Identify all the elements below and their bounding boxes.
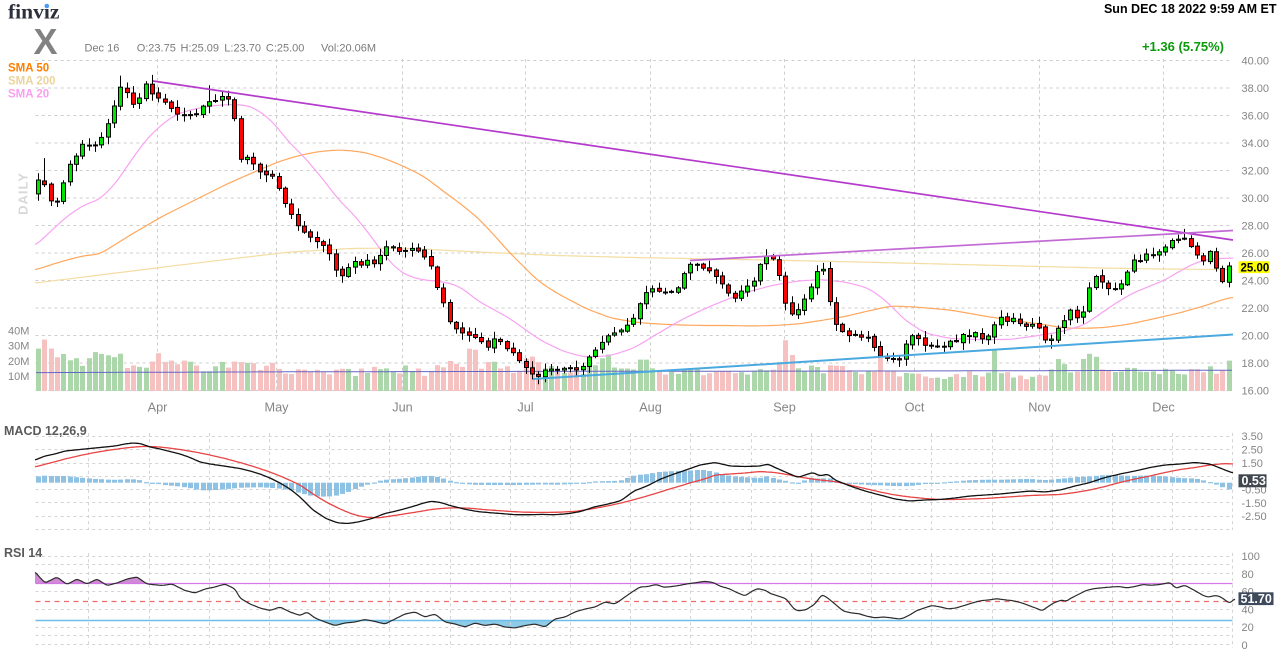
svg-text:MACD 12,26,9: MACD 12,26,9 <box>4 424 87 438</box>
svg-text:36.00: 36.00 <box>1242 111 1270 123</box>
svg-text:100: 100 <box>1242 551 1260 563</box>
svg-text:SMA 200: SMA 200 <box>8 76 56 88</box>
svg-text:28.00: 28.00 <box>1242 221 1270 233</box>
svg-text:Dec: Dec <box>1152 401 1175 415</box>
svg-text:20.00: 20.00 <box>1242 331 1270 343</box>
svg-text:Sep: Sep <box>773 401 796 415</box>
svg-text:24.00: 24.00 <box>1242 276 1270 288</box>
svg-text:Nov: Nov <box>1028 401 1051 415</box>
svg-text:-1.50: -1.50 <box>1242 498 1267 510</box>
svg-text:22.00: 22.00 <box>1242 303 1270 315</box>
svg-text:40.00: 40.00 <box>1242 56 1270 68</box>
svg-text:Sun DEC 18 2022 9:59 AM ET: Sun DEC 18 2022 9:59 AM ET <box>1104 2 1277 16</box>
svg-text:-2.50: -2.50 <box>1242 511 1267 523</box>
svg-text:20: 20 <box>1242 622 1254 634</box>
svg-text:3.50: 3.50 <box>1242 431 1263 443</box>
svg-text:34.00: 34.00 <box>1242 138 1270 150</box>
svg-text:20M: 20M <box>8 356 29 368</box>
svg-text:DAILY: DAILY <box>16 172 31 215</box>
svg-text:38.00: 38.00 <box>1242 83 1270 95</box>
svg-text:Apr: Apr <box>148 401 169 415</box>
svg-text:30M: 30M <box>8 341 29 353</box>
svg-text:Vol:20.06M: Vol:20.06M <box>321 43 376 55</box>
svg-text:18.00: 18.00 <box>1242 358 1270 370</box>
svg-text:Aug: Aug <box>639 401 662 415</box>
svg-text:-0.50: -0.50 <box>1242 484 1267 496</box>
svg-text:51.70: 51.70 <box>1241 592 1272 606</box>
svg-text:May: May <box>265 401 290 415</box>
svg-text:80: 80 <box>1242 569 1254 581</box>
svg-text:Dec 16: Dec 16 <box>85 43 120 55</box>
svg-text:40: 40 <box>1242 604 1254 616</box>
svg-text:H:25.09: H:25.09 <box>181 43 220 55</box>
svg-text:16.00: 16.00 <box>1242 386 1270 398</box>
svg-text:26.00: 26.00 <box>1242 248 1270 260</box>
svg-text:L:23.70: L:23.70 <box>224 43 261 55</box>
svg-text:0.53: 0.53 <box>1242 474 1266 488</box>
svg-text:32.00: 32.00 <box>1242 166 1270 178</box>
svg-text:2.50: 2.50 <box>1242 444 1263 456</box>
svg-text:10M: 10M <box>8 371 29 383</box>
svg-text:O:23.75: O:23.75 <box>137 43 176 55</box>
svg-text:finviz: finviz <box>8 0 60 24</box>
svg-text:0: 0 <box>1242 640 1248 652</box>
svg-text:1.50: 1.50 <box>1242 458 1263 470</box>
svg-text:X: X <box>34 21 58 62</box>
svg-text:25.00: 25.00 <box>1241 262 1270 274</box>
svg-text:30.00: 30.00 <box>1242 193 1270 205</box>
svg-text:Oct: Oct <box>905 401 925 415</box>
svg-text:C:25.00: C:25.00 <box>266 43 305 55</box>
svg-text:Jun: Jun <box>392 401 412 415</box>
svg-text:RSI 14: RSI 14 <box>4 546 42 560</box>
svg-text:40M: 40M <box>8 326 29 338</box>
svg-text:SMA 50: SMA 50 <box>8 63 49 75</box>
svg-text:+1.36 (5.75%): +1.36 (5.75%) <box>1142 39 1224 54</box>
svg-text:Jul: Jul <box>517 401 533 415</box>
svg-text:SMA 20: SMA 20 <box>8 89 49 101</box>
